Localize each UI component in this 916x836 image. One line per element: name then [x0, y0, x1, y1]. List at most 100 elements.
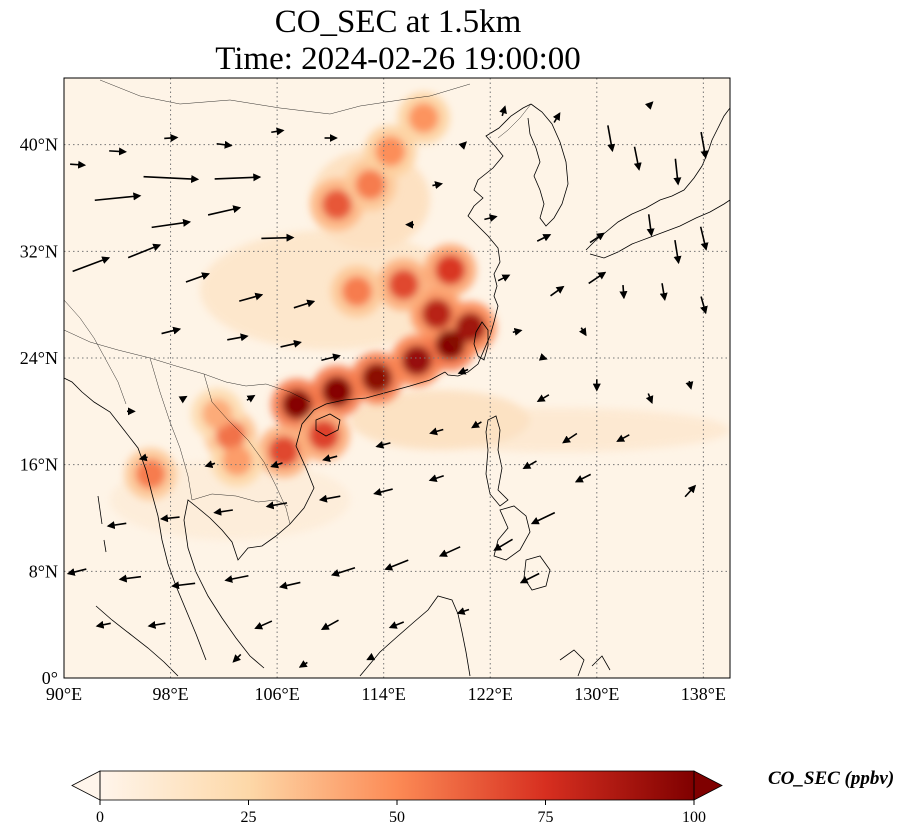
plume-core	[282, 389, 313, 420]
colorbar-tick-label: 100	[682, 809, 706, 826]
coastline-east-asia	[444, 103, 532, 377]
wind-arrow	[616, 434, 630, 442]
wind-arrow	[438, 546, 461, 557]
plume-core	[401, 345, 432, 376]
coastline-hainan	[315, 413, 341, 437]
wind-arrow	[143, 175, 200, 184]
plume-core	[355, 169, 386, 200]
wind-arrow	[574, 473, 592, 483]
wind-arrow	[109, 147, 127, 156]
coastline-andaman	[97, 495, 107, 553]
colorbar-gradient	[100, 771, 694, 800]
wind-arrow	[106, 521, 127, 530]
plume-core	[388, 269, 419, 300]
wind-arrow	[366, 652, 376, 661]
wind-arrow	[388, 621, 405, 629]
lat-tick-label: 32°N	[20, 241, 58, 261]
map-frame	[63, 77, 731, 679]
plume-core	[435, 329, 466, 360]
plume-core	[455, 312, 486, 343]
lat-tick-label: 8°N	[29, 561, 58, 581]
plume-core	[322, 376, 353, 407]
colorbar-tick-label: 25	[241, 809, 257, 826]
wind-arrow	[659, 283, 668, 302]
wind-arrow	[685, 380, 694, 390]
wind-arrow	[699, 226, 709, 251]
wind-arrow	[619, 284, 628, 300]
wind-arrow	[278, 581, 301, 590]
plume-core	[135, 459, 166, 489]
plume-core	[375, 136, 406, 167]
wind-arrow	[499, 105, 507, 117]
wind-arrow	[246, 394, 256, 403]
lon-tick-label: 98°E	[152, 684, 188, 704]
coastline-korea	[527, 103, 569, 227]
wind-arrow	[330, 566, 356, 577]
wind-arrow	[320, 619, 339, 630]
wind-arrow	[562, 432, 578, 444]
wind-arrow	[70, 160, 87, 169]
wind-arrow	[375, 440, 391, 449]
wind-arrow	[321, 353, 341, 362]
plume-core	[342, 276, 373, 307]
wind-arrow	[645, 393, 654, 404]
coastline-japan	[585, 107, 730, 251]
latitude-tick-labels: 0° 8°N 16°N 24°N 32°N 40°N	[20, 135, 58, 688]
colorbar-tick-label: 50	[389, 809, 405, 826]
wind-arrow	[270, 460, 283, 469]
wind-arrow	[213, 507, 233, 516]
wind-arrow	[265, 501, 288, 510]
wind-arrow	[293, 299, 316, 309]
plume-core	[408, 103, 439, 133]
wind-arrow	[224, 574, 249, 583]
lat-tick-label: 24°N	[20, 348, 58, 368]
wind-arrow	[161, 326, 182, 335]
wind-arrow	[458, 141, 467, 150]
wind-arrow	[428, 474, 444, 483]
plume-core	[362, 363, 393, 393]
wind-arrow	[127, 243, 162, 259]
wind-arrow	[138, 453, 148, 462]
wind-vector-layer	[66, 101, 709, 668]
lon-tick-label: 90°E	[46, 684, 82, 704]
wind-arrow	[147, 621, 166, 629]
lon-tick-label: 138°E	[681, 684, 726, 704]
wind-arrow	[512, 327, 523, 336]
wind-arrow	[530, 511, 556, 525]
wind-arrow	[216, 140, 233, 149]
lon-tick-label: 106°E	[255, 684, 300, 704]
colorbar-extend-high	[693, 770, 723, 801]
colorbar-tick-labels: 0 25 50 75 100	[96, 800, 706, 826]
colorbar-tick-label: 75	[538, 809, 554, 826]
wind-arrow	[298, 660, 308, 668]
wind-arrow	[497, 274, 511, 282]
plume-core	[268, 436, 299, 467]
wind-arrow	[94, 192, 142, 202]
wind-arrow	[633, 146, 642, 171]
wind-arrow	[204, 460, 216, 469]
wind-arrow	[522, 460, 537, 470]
wind-arrow	[588, 271, 607, 285]
wind-arrow	[429, 427, 444, 436]
coastline-bay-of-bengal	[64, 377, 207, 661]
wind-arrow	[519, 572, 540, 584]
wind-arrow	[493, 538, 513, 551]
wind-arrow	[538, 353, 548, 361]
wind-arrow	[232, 653, 242, 663]
colorbar: 0 25 50 75 100	[71, 770, 723, 826]
colorbar-label: CO_SEC (ppbv)	[768, 768, 895, 789]
coastline-taiwan	[473, 321, 489, 361]
wind-arrow	[644, 101, 654, 110]
border-myanmar-thailand	[149, 357, 193, 501]
lon-tick-label: 114°E	[361, 684, 406, 704]
plume-core	[222, 445, 253, 476]
wind-arrow	[171, 581, 196, 590]
wind-arrow	[280, 339, 302, 348]
plume-core	[322, 189, 353, 220]
plume-core	[421, 299, 452, 329]
border-korea	[497, 103, 532, 139]
wind-arrow	[178, 395, 188, 404]
country-borders	[64, 79, 532, 525]
longitude-tick-labels: 90°E 98°E 106°E 114°E 122°E 130°E 138°E	[46, 684, 726, 704]
